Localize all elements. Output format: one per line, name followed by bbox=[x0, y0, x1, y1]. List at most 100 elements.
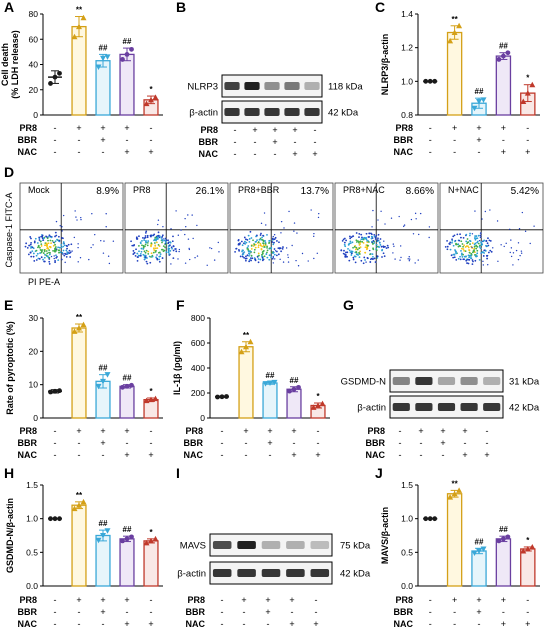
flow-event bbox=[40, 251, 43, 254]
flow-event bbox=[264, 243, 267, 245]
y-tick-label: 60 bbox=[29, 34, 39, 44]
flow-event bbox=[460, 240, 463, 243]
flow-event bbox=[372, 209, 374, 212]
flow-event bbox=[460, 252, 463, 255]
treatment-sign: - bbox=[243, 607, 246, 617]
blot-band bbox=[237, 541, 256, 549]
data-point bbox=[48, 516, 53, 522]
flow-event bbox=[158, 245, 161, 247]
data-point bbox=[120, 384, 125, 390]
flow-event bbox=[153, 249, 156, 252]
treatment-sign: - bbox=[102, 450, 105, 460]
treatment-label-bbr: BBR bbox=[186, 607, 206, 617]
treatment-sign: + bbox=[292, 149, 297, 159]
flow-event bbox=[355, 253, 358, 256]
treatment-sign: - bbox=[54, 438, 57, 448]
flow-event bbox=[487, 263, 489, 266]
flow-event bbox=[54, 231, 57, 234]
chart-C: 0.8 1.0 1.2 1.4 NLRP3/β-actin ** ## ## * bbox=[380, 9, 540, 120]
flow-event bbox=[463, 258, 465, 261]
flow-event bbox=[414, 262, 416, 264]
data-point bbox=[100, 533, 106, 539]
flow-event bbox=[343, 249, 345, 252]
flow-event bbox=[39, 246, 41, 249]
flow-event bbox=[364, 246, 367, 249]
panel-label-H: H bbox=[4, 465, 14, 481]
treatment-table-J: PR8 - + + + - BBR - - + - - NAC - - - + + bbox=[394, 595, 531, 628]
flow-event bbox=[280, 232, 282, 234]
data-point bbox=[451, 29, 458, 36]
flow-event bbox=[489, 249, 492, 252]
flow-event bbox=[48, 253, 51, 256]
flow-event bbox=[272, 262, 274, 264]
flow-event bbox=[488, 239, 491, 242]
chart-F: 0 200 400 600 800 IL-1β (pg/ml) ** ## ## * bbox=[172, 313, 330, 423]
flow-event bbox=[261, 255, 263, 258]
flow-event bbox=[27, 253, 30, 256]
flow-event bbox=[159, 253, 162, 256]
treatment-label-pr8: PR8 bbox=[185, 426, 203, 436]
y-tick-label: 0.5 bbox=[401, 547, 413, 557]
flow-percentage: 5.42% bbox=[511, 186, 539, 197]
flow-event bbox=[409, 258, 411, 260]
flow-event bbox=[360, 259, 363, 262]
flow-event bbox=[475, 237, 478, 240]
flow-event bbox=[384, 223, 386, 225]
flow-event bbox=[184, 217, 186, 220]
flow-event bbox=[428, 236, 430, 239]
flow-event bbox=[372, 239, 375, 242]
y-tick-label: 800 bbox=[191, 313, 205, 323]
flow-event bbox=[262, 250, 265, 252]
flow-event bbox=[468, 258, 471, 261]
flow-event bbox=[66, 245, 69, 248]
flow-event bbox=[466, 245, 469, 248]
treatment-table-C: PR8 - + + + - BBR - - + - - NAC - - - + + bbox=[394, 123, 531, 157]
flow-event bbox=[280, 220, 283, 223]
flow-event bbox=[369, 261, 372, 263]
flow-event bbox=[449, 248, 452, 251]
flow-event bbox=[149, 261, 152, 264]
flow-event bbox=[136, 259, 139, 262]
flow-event bbox=[67, 252, 69, 255]
y-tick-label: 0.8 bbox=[401, 110, 413, 120]
flow-event bbox=[248, 254, 250, 257]
flow-event bbox=[77, 246, 79, 249]
flow-event bbox=[42, 258, 44, 261]
data-point bbox=[76, 325, 82, 331]
data-point bbox=[104, 372, 111, 378]
flow-event bbox=[263, 246, 266, 248]
treatment-sign: - bbox=[315, 595, 318, 605]
blot-band bbox=[244, 82, 260, 90]
flow-event bbox=[367, 241, 370, 243]
data-point bbox=[238, 348, 245, 355]
flow-event bbox=[467, 262, 470, 265]
flow-event bbox=[206, 264, 208, 266]
flow-event bbox=[446, 239, 448, 242]
flow-event bbox=[351, 241, 354, 244]
flow-event bbox=[358, 251, 360, 254]
flow-event bbox=[310, 209, 312, 211]
flow-event bbox=[170, 246, 173, 249]
flow-event bbox=[278, 241, 280, 244]
blot-band bbox=[304, 82, 320, 90]
treatment-sign: + bbox=[76, 123, 81, 133]
flow-event bbox=[249, 257, 252, 260]
treatment-sign: - bbox=[221, 450, 224, 460]
flow-event bbox=[364, 259, 366, 261]
flow-event bbox=[487, 251, 490, 254]
chart-J: 0.0 0.5 1.0 1.5 MAVS/β-actin ** ## ## * bbox=[380, 479, 540, 591]
flow-event bbox=[91, 213, 93, 215]
flow-event bbox=[268, 254, 271, 257]
data-point bbox=[129, 534, 134, 540]
flow-event bbox=[178, 250, 180, 253]
treatment-label-nac: NAC bbox=[199, 149, 219, 159]
flow-event bbox=[469, 240, 472, 243]
flow-event bbox=[353, 245, 356, 248]
flow-event bbox=[465, 233, 468, 236]
treatment-sign: - bbox=[102, 619, 105, 628]
flow-event bbox=[479, 234, 482, 237]
flow-event bbox=[480, 251, 483, 254]
flow-event bbox=[175, 210, 177, 212]
flow-event bbox=[160, 248, 163, 251]
flow-event bbox=[476, 240, 479, 243]
